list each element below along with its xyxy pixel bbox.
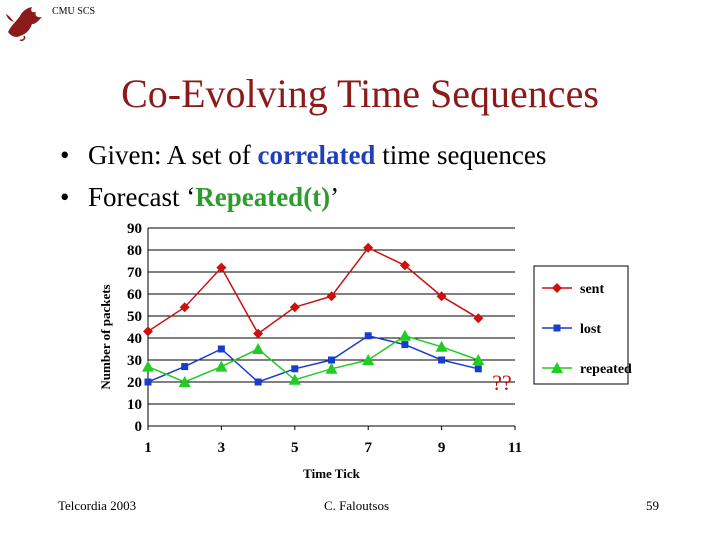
y-tick-label: 60	[127, 287, 142, 303]
y-tick-label: 80	[127, 243, 142, 259]
data-point-repeated	[252, 343, 265, 354]
footer-page-number: 59	[646, 498, 659, 513]
x-tick-label: 1	[144, 440, 152, 456]
legend-label-lost: lost	[580, 322, 601, 337]
data-point-sent	[179, 302, 190, 313]
data-point-lost	[254, 378, 262, 386]
data-point-repeated	[435, 340, 448, 352]
data-point-sent	[436, 291, 447, 302]
series-line-lost	[147, 334, 479, 383]
bullet-dot-icon: •	[60, 182, 70, 212]
legend-marker-lost	[553, 324, 561, 332]
data-point-sent	[473, 313, 484, 324]
footer-left: Telcordia 2003	[58, 498, 137, 513]
data-point-repeated	[215, 360, 228, 372]
y-tick-label: 90	[127, 221, 142, 237]
data-point-lost	[217, 345, 225, 353]
bullet-given: • Given: A set of correlated time sequenc…	[60, 134, 546, 176]
y-tick-label: 10	[127, 397, 142, 413]
footer-center: C. Faloutsos	[324, 498, 390, 513]
data-point-sent	[253, 328, 264, 339]
data-point-lost	[181, 363, 189, 371]
y-tick-label: 40	[127, 331, 142, 347]
y-tick-label: 50	[127, 309, 142, 325]
bullet-given-prefix: Given: A set of	[88, 140, 258, 170]
bullet-forecast-prefix: Forecast ‘	[88, 182, 196, 212]
y-tick-label: 70	[127, 265, 142, 281]
data-point-repeated	[325, 362, 338, 374]
x-axis-title: Time Tick	[303, 466, 360, 481]
data-point-repeated	[142, 360, 154, 372]
legend-label-sent: sent	[580, 282, 604, 297]
bullet-dot-icon: •	[60, 140, 70, 170]
series-line-sent	[147, 246, 479, 335]
data-point-repeated	[288, 373, 301, 385]
data-point-sent	[363, 242, 374, 253]
data-point-repeated	[398, 329, 411, 341]
legend-marker-repeated	[551, 362, 563, 373]
data-point-sent	[326, 291, 337, 302]
series-line-repeated	[147, 334, 479, 383]
data-point-sent	[143, 326, 153, 337]
bullet-list: • Given: A set of correlated time sequenc…	[60, 134, 546, 218]
bullet-given-highlight: correlated	[257, 140, 376, 170]
data-point-lost	[438, 356, 446, 364]
data-point-lost	[328, 356, 335, 364]
y-tick-label: 0	[135, 419, 143, 435]
forecast-annotation: ??	[492, 370, 512, 395]
slide-title: Co-Evolving Time Sequences	[121, 71, 599, 116]
y-tick-label: 20	[127, 375, 142, 391]
cmu-logo-icon	[6, 7, 42, 41]
packet-line-chart: 0 10 20 30 40 50 60 70 80 90 1 3 5 7 9 11 Time Tick Numbe…	[98, 221, 632, 481]
data-point-lost	[474, 365, 482, 373]
x-tick-label: 5	[291, 440, 299, 456]
y-axis-title: Number of packets	[98, 284, 113, 389]
data-point-sent	[289, 302, 300, 313]
legend-box	[533, 265, 629, 385]
data-point-lost	[291, 365, 299, 373]
data-point-repeated	[472, 354, 485, 365]
data-point-repeated	[362, 354, 375, 365]
x-tick-label: 7	[364, 440, 372, 456]
data-point-repeated	[178, 376, 191, 387]
header-label: CMU SCS	[52, 6, 96, 17]
bullet-given-suffix: time sequences	[375, 140, 547, 170]
x-tick-label: 9	[438, 440, 446, 456]
x-tick-label: 3	[218, 440, 226, 456]
data-point-lost	[364, 332, 372, 340]
x-tick-label: 11	[508, 440, 522, 456]
bullet-forecast-highlight: Repeated(t)	[195, 182, 331, 212]
legend-marker-sent	[552, 283, 562, 293]
data-point-lost	[401, 341, 409, 349]
bullet-forecast: • Forecast ‘Repeated(t)’	[60, 176, 546, 218]
data-point-lost	[144, 378, 152, 386]
data-point-sent	[216, 262, 227, 273]
y-tick-label: 30	[127, 353, 142, 369]
data-point-sent	[399, 260, 410, 271]
bullet-forecast-suffix: ’	[330, 182, 340, 212]
legend-label-repeated: repeated	[580, 362, 632, 377]
